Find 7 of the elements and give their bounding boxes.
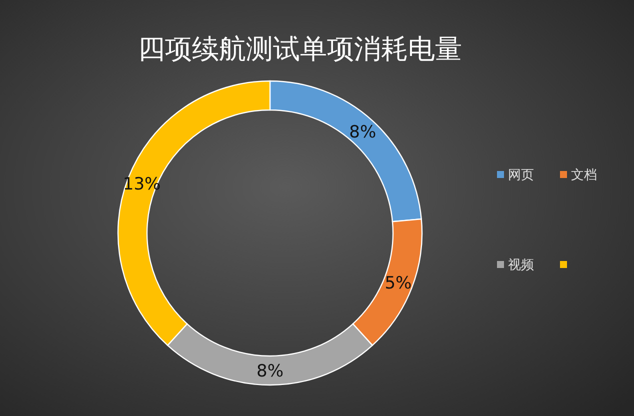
legend-label: 文档 (571, 168, 597, 183)
legend-label: 视频 (508, 258, 534, 273)
data-label: 8% (349, 122, 376, 142)
legend-label: 网页 (508, 168, 534, 183)
chart-title: 四项续航测试单项消耗电量 (138, 34, 462, 65)
data-label: 8% (256, 362, 284, 382)
data-label: 5% (384, 274, 412, 294)
